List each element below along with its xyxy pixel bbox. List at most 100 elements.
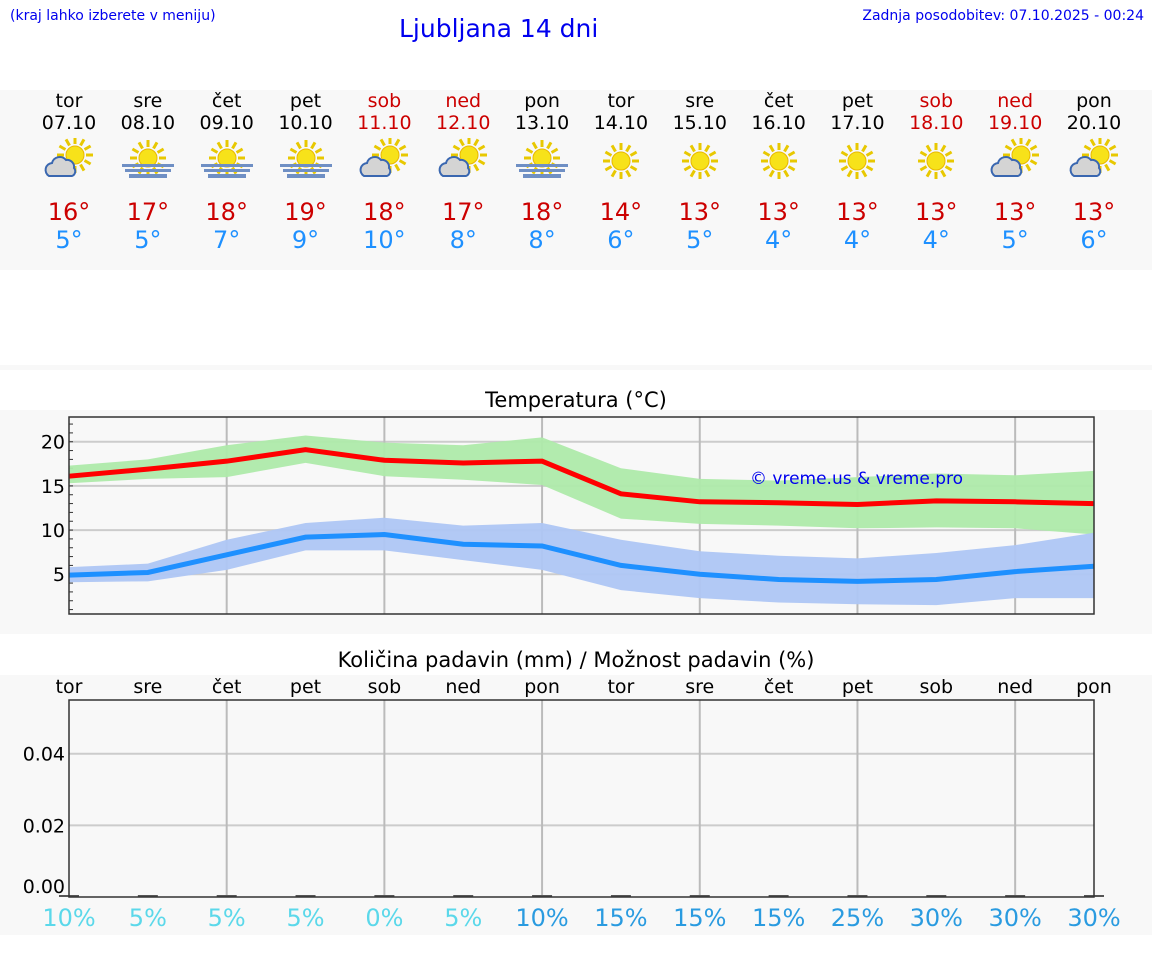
sun-cloud-icon	[987, 137, 1043, 184]
precip-chance-label: 10%	[515, 904, 568, 932]
day-date: 13.10	[514, 112, 570, 134]
precip-xtick-label: sre	[685, 676, 714, 698]
min-temp: 10°	[363, 226, 406, 254]
max-temp: 18°	[363, 198, 406, 226]
sun-cloud-icon	[41, 137, 97, 184]
watermark: © vreme.us & vreme.pro	[750, 469, 963, 489]
day-name: pon	[1076, 90, 1112, 112]
day-date: 10.10	[278, 112, 333, 134]
temp-ytick-label: 10	[41, 520, 65, 542]
max-temp: 18°	[520, 198, 564, 226]
day-name: čet	[211, 90, 242, 112]
sun-fog-icon	[278, 138, 334, 184]
precip-chance-label: 30%	[910, 904, 963, 932]
day-name: ned	[997, 90, 1034, 112]
precip-chance-label: 25%	[831, 904, 884, 932]
day-name: ned	[445, 90, 482, 112]
daily-forecast-strip: tor 07.10 16° 5° sre 08.10 17° 5° čet 09.10 18° 7° p…	[0, 90, 1152, 270]
day-name: pon	[524, 90, 560, 112]
min-temp: 8°	[449, 226, 477, 254]
min-temp: 5°	[1001, 226, 1029, 254]
sun-icon	[908, 138, 964, 184]
precip-chance-label: 15%	[752, 904, 805, 932]
min-temp: 4°	[764, 226, 793, 254]
max-temp-range-band	[69, 435, 1094, 535]
temp-ytick-label: 20	[41, 432, 65, 454]
max-temp: 13°	[678, 198, 722, 226]
precip-bar	[847, 895, 868, 897]
min-temp-line	[68, 531, 1095, 584]
precip-chance-label: 5%	[208, 904, 246, 932]
sun-cloud-icon	[435, 137, 491, 184]
precip-ytick-label: 0.00	[23, 876, 65, 898]
precip-chance-label: 15%	[673, 904, 726, 932]
precip-bar	[216, 895, 237, 897]
max-temp: 17°	[441, 198, 485, 226]
sun-icon	[593, 138, 649, 184]
precipitation-chart-title: Količina padavin (mm) / Možnost padavin …	[337, 648, 815, 672]
precip-plot-area	[69, 700, 1094, 897]
precip-ytick-label: 0.04	[23, 744, 65, 766]
precip-xtick-label: tor	[56, 676, 83, 698]
precip-xtick-label: ned	[445, 676, 481, 698]
day-date: 17.10	[830, 112, 885, 134]
precip-bar	[610, 895, 631, 897]
min-temp: 5°	[134, 226, 162, 254]
min-temp: 6°	[1080, 226, 1108, 254]
day-name: pet	[841, 90, 874, 112]
day-name: pet	[289, 90, 322, 112]
precip-bar	[295, 895, 316, 897]
day-name: sob	[919, 90, 954, 112]
precip-bar	[532, 895, 553, 897]
precip-xtick-label: čet	[212, 676, 242, 698]
day-name: tor	[55, 90, 83, 112]
sun-fog-icon	[514, 138, 570, 184]
day-date: 09.10	[199, 112, 254, 134]
sun-cloud-icon	[1066, 137, 1122, 184]
precip-xtick-label: pet	[842, 676, 873, 698]
min-temp: 7°	[213, 226, 241, 254]
day-name: čet	[763, 90, 794, 112]
day-date: 08.10	[120, 112, 176, 134]
precip-bar	[1005, 895, 1026, 897]
location-hint: (kraj lahko izberete v meniju)	[10, 8, 216, 24]
max-temp: 16°	[47, 198, 91, 226]
day-name: tor	[607, 90, 635, 112]
sun-fog-icon	[199, 138, 255, 184]
temp-ytick-label: 5	[53, 564, 65, 586]
precip-ytick-label: 0.02	[23, 815, 65, 837]
day-date: 19.10	[987, 112, 1043, 134]
precip-xtick-label: pet	[290, 676, 321, 698]
max-temp: 13°	[915, 198, 958, 226]
precip-plot-frame	[68, 699, 1095, 898]
day-date: 20.10	[1066, 112, 1122, 134]
max-temp-line	[68, 447, 1095, 507]
day-name: sob	[367, 90, 402, 112]
min-temp: 9°	[291, 226, 320, 254]
precip-xtick-label: tor	[607, 676, 634, 698]
min-temp: 8°	[528, 226, 556, 254]
day-name: sre	[685, 90, 715, 112]
max-temp: 17°	[126, 198, 170, 226]
precip-chance-label: 30%	[988, 904, 1041, 932]
min-temp: 5°	[686, 226, 714, 254]
last-updated: Zadnja posodobitev: 07.10.2025 - 00:24	[862, 8, 1144, 24]
day-date: 18.10	[909, 112, 964, 134]
max-temp: 18°	[205, 198, 248, 226]
min-temp: 4°	[843, 226, 872, 254]
precip-xtick-label: čet	[764, 676, 794, 698]
precip-xtick-label: ned	[997, 676, 1033, 698]
day-date: 15.10	[672, 112, 727, 134]
temp-plot-frame	[68, 416, 1095, 615]
sun-fog-icon	[120, 138, 176, 184]
precip-bar	[768, 895, 789, 897]
precip-bar	[926, 895, 947, 897]
max-temp: 13°	[1072, 198, 1116, 226]
precip-xtick-label: sre	[133, 676, 162, 698]
precip-chance-label: 0%	[365, 904, 403, 932]
sun-icon	[751, 138, 807, 184]
precip-chance-label: 5%	[129, 904, 167, 932]
precip-chance-label: 5%	[444, 904, 482, 932]
max-temp: 13°	[993, 198, 1037, 226]
sun-cloud-icon	[356, 137, 412, 184]
